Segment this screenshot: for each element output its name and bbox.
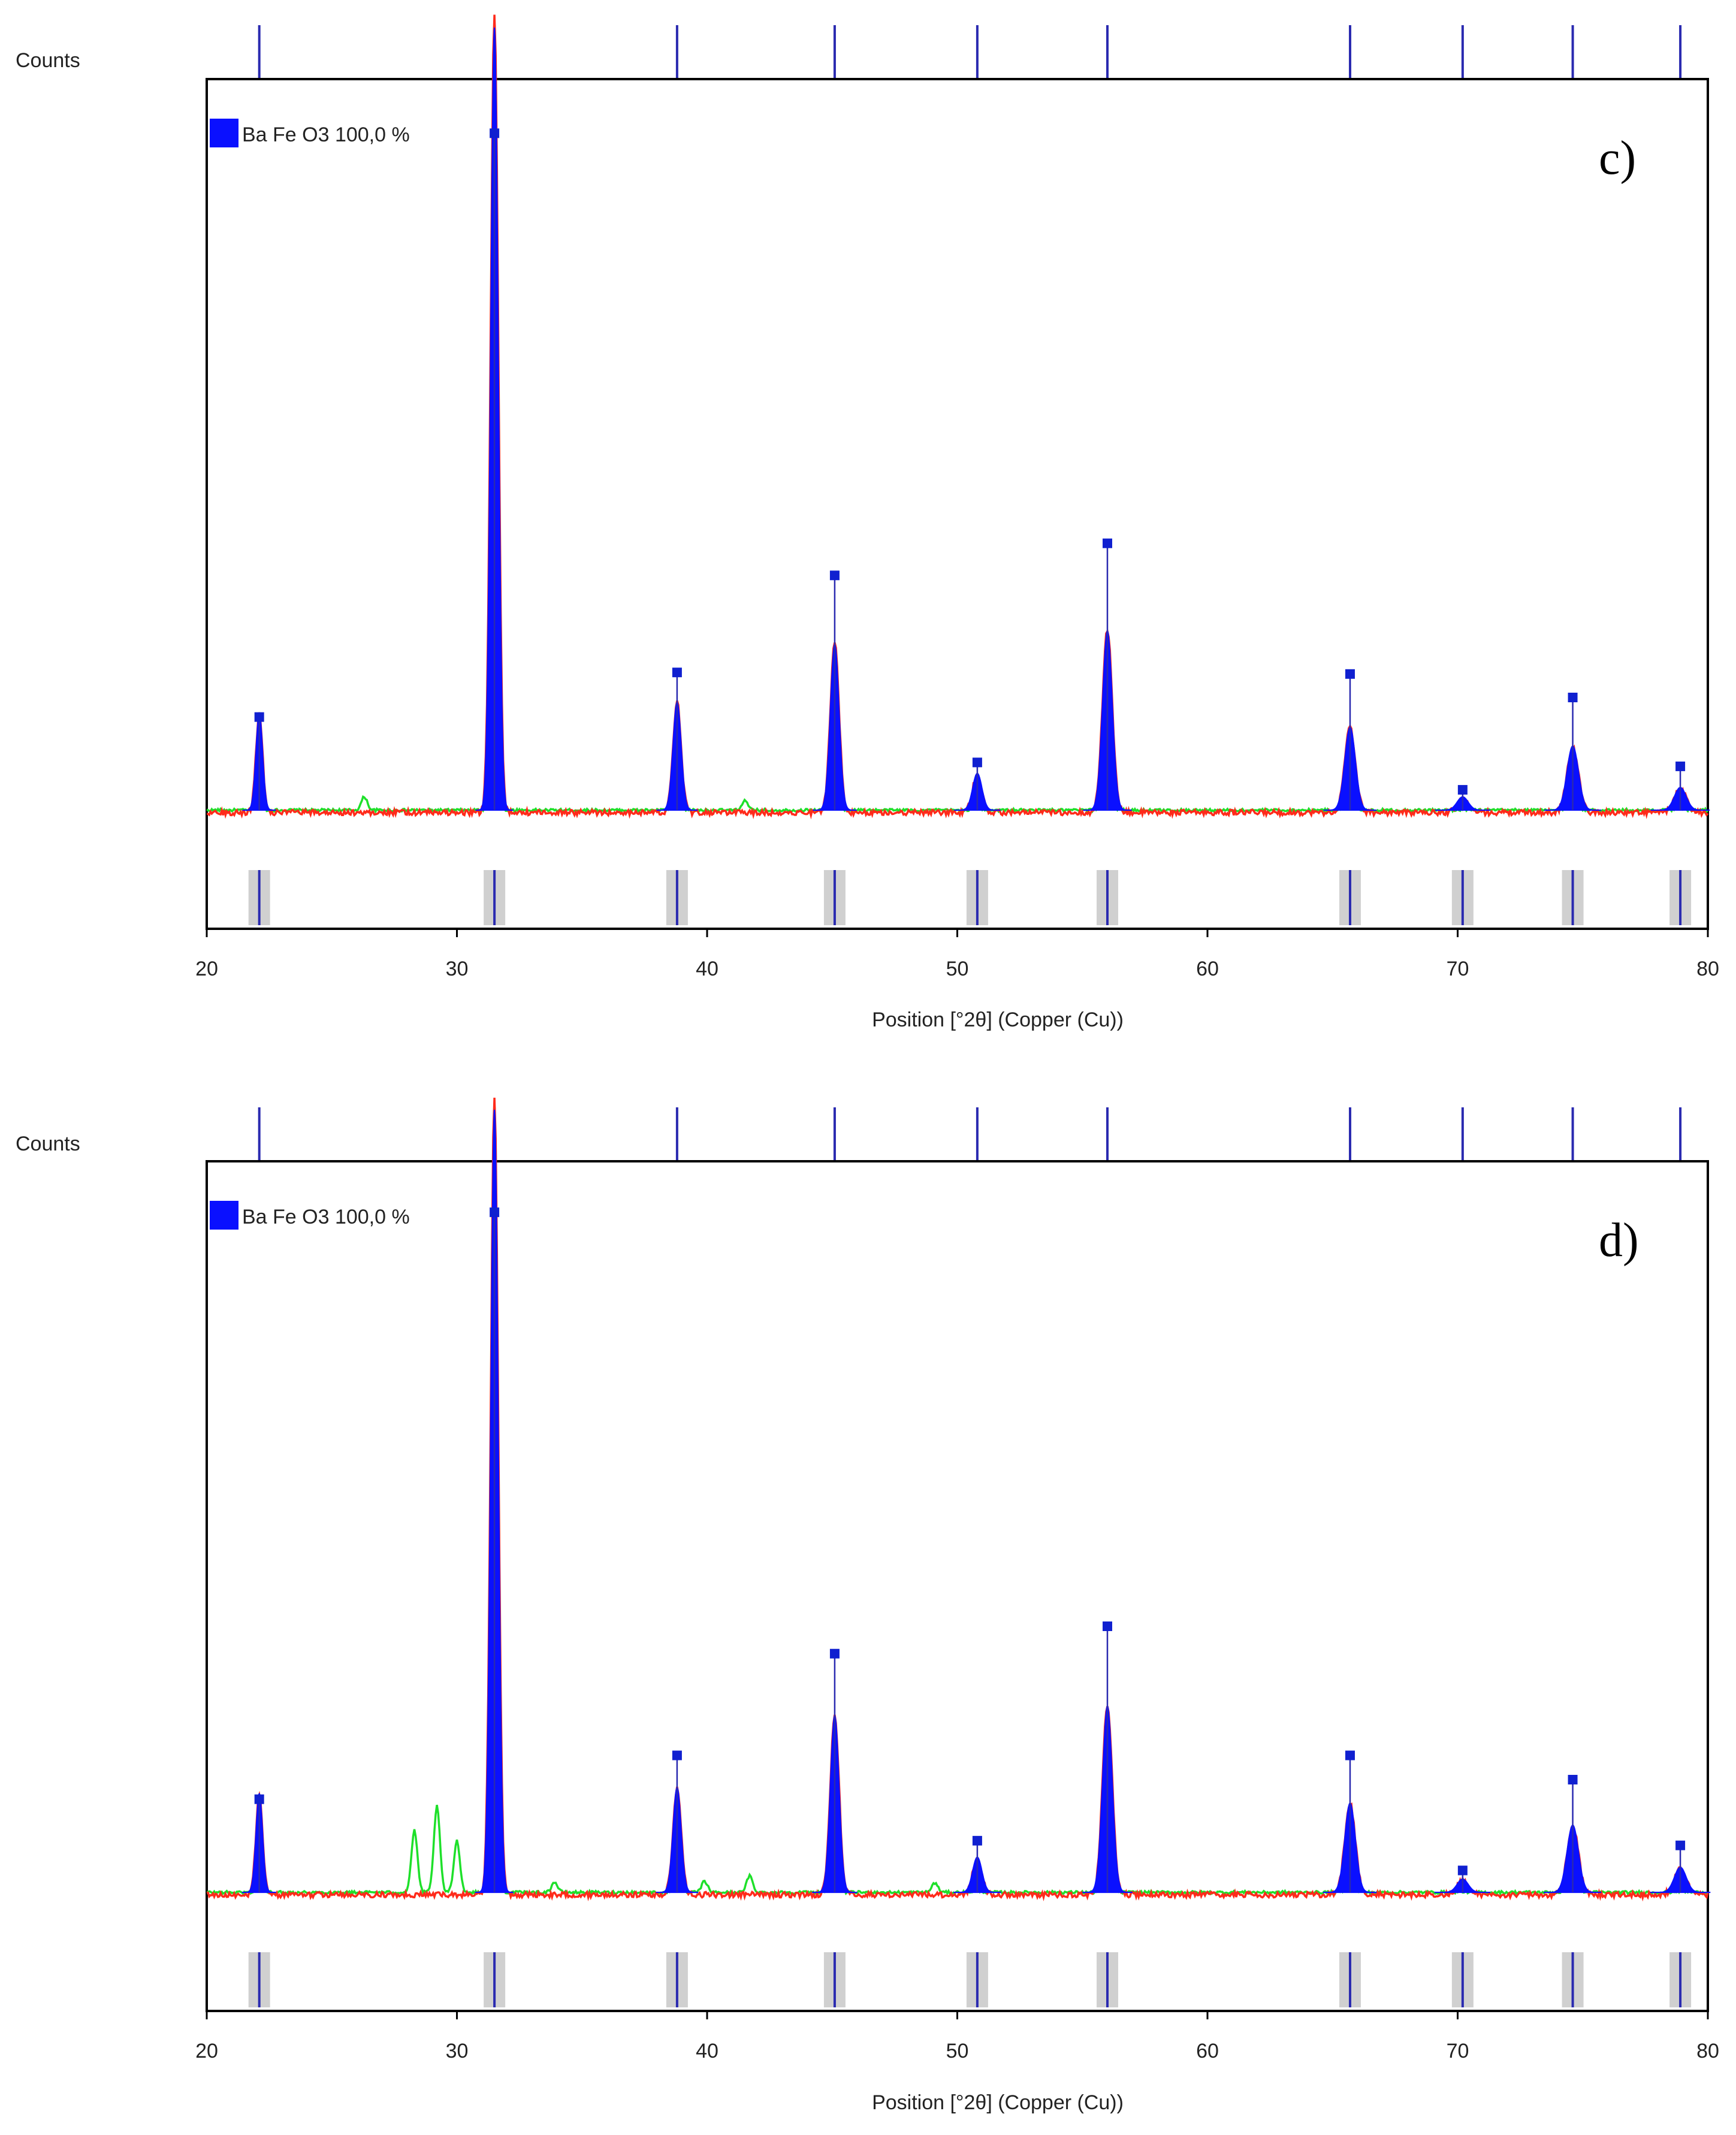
difference-series xyxy=(206,1804,1708,1897)
legend-label: Ba Fe O3 100,0 % xyxy=(242,1206,410,1228)
reference-marker xyxy=(254,1794,264,1804)
x-tick-label: 50 xyxy=(946,2040,969,2062)
reference-marker xyxy=(1345,669,1355,679)
reference-marker xyxy=(1457,1865,1468,1876)
reference-marker xyxy=(1568,692,1578,702)
x-tick-label: 40 xyxy=(696,958,718,980)
x-tick-label: 60 xyxy=(1196,2040,1219,2062)
calculated-curve xyxy=(206,1097,1709,1902)
x-tick-label: 20 xyxy=(195,2040,218,2062)
difference-curve xyxy=(206,769,1708,814)
reference-markers xyxy=(254,1207,1686,1876)
reference-marker xyxy=(1675,761,1686,771)
x-tick-label: 30 xyxy=(446,958,469,980)
difference-curve xyxy=(206,1804,1708,1897)
reference-marker xyxy=(829,1648,840,1659)
reference-markers xyxy=(254,128,1686,795)
x-axis-label: Position [°2θ] (Copper (Cu)) xyxy=(872,1008,1124,1031)
x-tick-label: 50 xyxy=(946,958,969,980)
reference-sticks xyxy=(258,1212,1681,1893)
y-axis-label: Counts xyxy=(16,1133,80,1155)
plot-frame xyxy=(206,1160,1709,2012)
x-tick-label: 20 xyxy=(195,958,218,980)
reference-marker xyxy=(672,1750,682,1760)
x-tick-label: 80 xyxy=(1696,958,1719,980)
legend-swatch xyxy=(210,1201,238,1230)
y-axis-label: Counts xyxy=(16,49,80,72)
reference-marker xyxy=(1103,1621,1112,1632)
reference-bands xyxy=(248,870,1692,925)
panel-label: c) xyxy=(1599,132,1636,185)
reference-marker xyxy=(254,712,264,722)
reference-marker xyxy=(1345,1750,1355,1760)
x-tick-label: 70 xyxy=(1447,2040,1469,2062)
reference-marker xyxy=(1675,1840,1686,1850)
difference-series xyxy=(206,769,1708,814)
phase-fill xyxy=(241,1109,1711,1894)
reference-marker xyxy=(972,1835,982,1846)
reference-bands xyxy=(248,1952,1692,2007)
reference-sticks xyxy=(258,133,1681,811)
legend-swatch xyxy=(210,119,238,147)
reference-strip xyxy=(258,1107,1682,1161)
reference-marker xyxy=(829,570,840,581)
x-tick-label: 70 xyxy=(1447,958,1469,980)
reference-strip xyxy=(258,25,1682,79)
panel-label: d) xyxy=(1599,1214,1639,1267)
plot-frame xyxy=(206,78,1709,930)
x-tick-label: 30 xyxy=(446,2040,469,2062)
reference-marker xyxy=(972,757,982,768)
x-axis-label: Position [°2θ] (Copper (Cu)) xyxy=(872,2091,1124,2114)
chart-panel-d: Counts 20 30 40 50 60 70 80 Position [°2θ] (Co… xyxy=(16,1097,1719,2114)
reference-marker xyxy=(490,128,500,138)
reference-marker xyxy=(672,668,682,678)
reference-marker xyxy=(1103,538,1112,548)
x-tick-label: 80 xyxy=(1696,2040,1719,2062)
chart-panel-c: Counts 20 30 40 50 60 70 80 Position [°2θ] (Co… xyxy=(16,14,1719,1031)
x-tick-label: 40 xyxy=(696,2040,718,2062)
bottom-reference-ticks xyxy=(258,1952,1682,2007)
calculated-series xyxy=(206,14,1709,820)
calculated-curve xyxy=(206,14,1709,820)
x-ticks: 20 30 40 50 60 70 80 xyxy=(195,2011,1719,2062)
reference-marker xyxy=(490,1207,500,1218)
reference-marker xyxy=(1457,785,1468,795)
phase-fill xyxy=(242,27,1710,811)
reference-marker xyxy=(1568,1774,1578,1784)
x-ticks: 20 30 40 50 60 70 80 xyxy=(195,929,1719,980)
x-tick-label: 60 xyxy=(1196,958,1219,980)
calculated-series xyxy=(206,1097,1709,1902)
legend-label: Ba Fe O3 100,0 % xyxy=(242,123,410,146)
bottom-reference-ticks xyxy=(258,870,1682,925)
